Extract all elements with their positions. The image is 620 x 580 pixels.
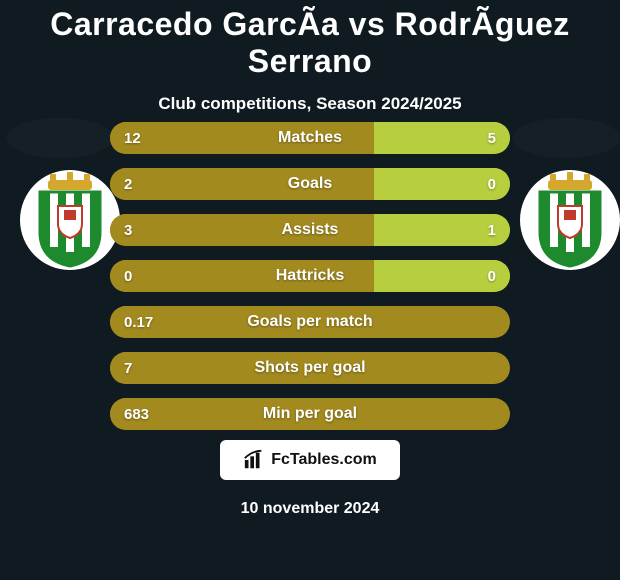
stat-bar-right — [374, 168, 510, 200]
stat-bar-left — [110, 168, 374, 200]
stat-bar-left — [110, 306, 442, 338]
stat-bar-right — [374, 214, 510, 246]
stat-row: Goals20 — [110, 168, 510, 200]
stat-row: Shots per goal7 — [110, 352, 510, 384]
left-team-crest — [20, 170, 120, 270]
stat-bar-left — [110, 352, 442, 384]
stat-bar-left — [110, 398, 442, 430]
stat-row: Assists31 — [110, 214, 510, 246]
barchart-icon — [243, 449, 265, 471]
crest-shield — [40, 172, 100, 266]
page-subtitle: Club competitions, Season 2024/2025 — [0, 94, 620, 114]
stat-bar-left — [110, 122, 374, 154]
stat-bars: Matches125 Goals20 Assists31 Hattricks00 Goa… — [110, 122, 510, 444]
crest-shield — [540, 172, 600, 266]
stat-bar-right — [374, 122, 510, 154]
stat-bar-left — [110, 214, 374, 246]
stat-row: Goals per match0.17 — [110, 306, 510, 338]
stat-row: Min per goal683 — [110, 398, 510, 430]
right-team-crest — [520, 170, 620, 270]
left-player-ellipse — [6, 118, 114, 158]
page-title: Carracedo GarcÃ­a vs RodrÃ­guez Serrano — [0, 0, 620, 80]
branding-badge: FcTables.com — [220, 440, 400, 480]
crest-icon — [520, 170, 620, 270]
stat-bar-left — [110, 260, 374, 292]
stat-row: Matches125 — [110, 122, 510, 154]
comparison-infographic: Carracedo GarcÃ­a vs RodrÃ­guez Serrano … — [0, 0, 620, 580]
stat-bar-right — [374, 260, 510, 292]
stat-row: Hattricks00 — [110, 260, 510, 292]
branding-text: FcTables.com — [271, 451, 377, 469]
date-text: 10 november 2024 — [0, 500, 620, 518]
right-player-ellipse — [512, 118, 620, 158]
crest-icon — [20, 170, 120, 270]
